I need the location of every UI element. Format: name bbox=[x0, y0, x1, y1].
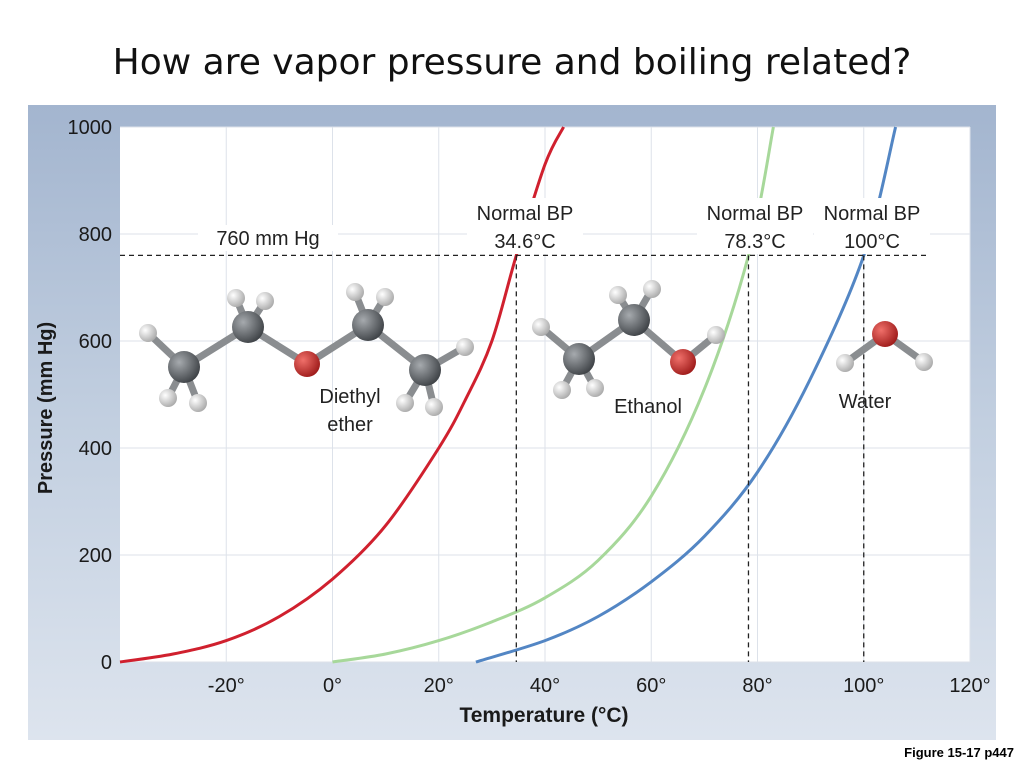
hydrogen-atom bbox=[836, 354, 854, 372]
bp-label-title: Normal BP bbox=[707, 203, 804, 225]
y-tick-label: 400 bbox=[79, 438, 112, 460]
bp-label-title: Normal BP bbox=[477, 203, 574, 225]
hydrogen-atom bbox=[532, 318, 550, 336]
hydrogen-atom bbox=[376, 288, 394, 306]
reference-label: 760 mm Hg bbox=[216, 228, 319, 250]
x-tick-label: -20° bbox=[208, 675, 245, 697]
bp-label-title: Normal BP bbox=[824, 203, 921, 225]
oxygen-atom bbox=[294, 351, 320, 377]
bp-label-value: 34.6°C bbox=[494, 231, 555, 253]
figure-caption: Figure 15-17 p447 bbox=[904, 745, 1014, 760]
hydrogen-atom bbox=[456, 338, 474, 356]
oxygen-atom bbox=[872, 321, 898, 347]
ethanol-molecule bbox=[532, 280, 725, 399]
carbon-atom bbox=[409, 354, 441, 386]
series-line-ethanol bbox=[332, 126, 775, 664]
bp-label-bg bbox=[814, 198, 930, 254]
hydrogen-atom bbox=[396, 394, 414, 412]
oxygen-atom bbox=[670, 349, 696, 375]
ticks: 0 200 400 600 800 1000 -20° 0° 20° 40° 60° 80° 100° 1… bbox=[68, 117, 991, 697]
carbon-atom bbox=[352, 309, 384, 341]
y-tick-label: 0 bbox=[101, 652, 112, 674]
carbon-atom bbox=[168, 351, 200, 383]
grid bbox=[120, 126, 971, 663]
annotations: Normal BP 34.6°C Normal BP 78.3°C Normal BP 1… bbox=[198, 198, 930, 436]
carbon-atom bbox=[563, 343, 595, 375]
hydrogen-atom bbox=[586, 379, 604, 397]
x-tick-label: 20° bbox=[424, 675, 454, 697]
x-tick-label: 0° bbox=[323, 675, 342, 697]
hydrogen-atom bbox=[159, 389, 177, 407]
hydrogen-atom bbox=[915, 353, 933, 371]
bp-label-bg bbox=[467, 198, 583, 254]
x-tick-label: 100° bbox=[843, 675, 884, 697]
y-tick-label: 200 bbox=[79, 545, 112, 567]
carbon-atom bbox=[618, 304, 650, 336]
hydrogen-atom bbox=[189, 394, 207, 412]
carbon-atom bbox=[232, 311, 264, 343]
reference-label-bg bbox=[198, 225, 338, 251]
water-molecule bbox=[836, 321, 933, 372]
hydrogen-atom bbox=[256, 292, 274, 310]
vapor-pressure-chart: Normal BP 34.6°C Normal BP 78.3°C Normal BP 1… bbox=[35, 117, 991, 727]
chart-panel: Normal BP 34.6°C Normal BP 78.3°C Normal BP 1… bbox=[28, 105, 996, 740]
bp-label-value: 78.3°C bbox=[724, 231, 785, 253]
hydrogen-atom bbox=[139, 324, 157, 342]
molecule-label: Diethyl bbox=[319, 386, 380, 408]
x-axis-title: Temperature (°C) bbox=[459, 704, 628, 727]
hydrogen-atom bbox=[227, 289, 245, 307]
hydrogen-atom bbox=[707, 326, 725, 344]
y-tick-label: 600 bbox=[79, 331, 112, 353]
y-axis-title: Pressure (mm Hg) bbox=[35, 322, 57, 494]
hydrogen-atom bbox=[425, 398, 443, 416]
x-tick-label: 120° bbox=[949, 675, 990, 697]
y-tick-label: 1000 bbox=[68, 117, 113, 139]
hydrogen-atom bbox=[346, 283, 364, 301]
diethyl-ether-molecule bbox=[139, 283, 474, 416]
x-tick-label: 80° bbox=[742, 675, 772, 697]
slide-title: How are vapor pressure and boiling relat… bbox=[112, 42, 912, 83]
y-tick-label: 800 bbox=[79, 224, 112, 246]
x-tick-label: 40° bbox=[530, 675, 560, 697]
x-tick-label: 60° bbox=[636, 675, 666, 697]
molecule-label: Water bbox=[839, 391, 892, 413]
bp-label-value: 100°C bbox=[844, 231, 900, 253]
hydrogen-atom bbox=[553, 381, 571, 399]
bp-label-bg bbox=[697, 198, 813, 254]
molecule-label: Ethanol bbox=[614, 396, 682, 418]
reference-lines bbox=[120, 254, 928, 662]
molecules bbox=[139, 280, 933, 416]
hydrogen-atom bbox=[609, 286, 627, 304]
series-line-water bbox=[475, 126, 898, 664]
molecule-label: ether bbox=[327, 414, 373, 436]
hydrogen-atom bbox=[643, 280, 661, 298]
